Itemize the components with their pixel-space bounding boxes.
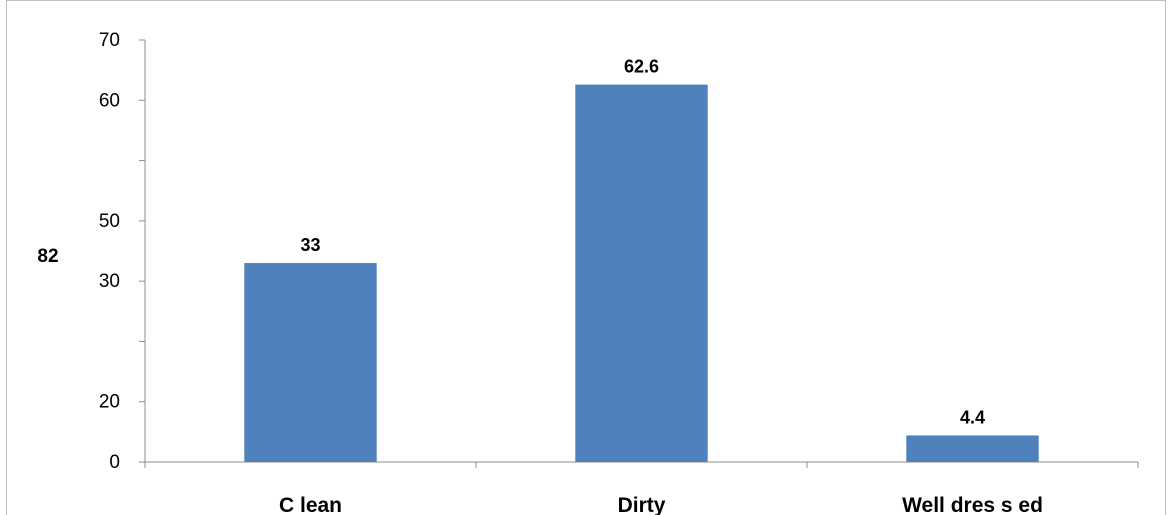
y-tick-label: 60 (99, 90, 120, 111)
data-label: 33 (300, 235, 320, 255)
category-label: Well dres s ed (902, 494, 1043, 515)
y-tick-label: 30 (99, 271, 120, 292)
category-label: C lean (279, 494, 342, 515)
category-label: Dirty (618, 494, 666, 515)
bar-2 (906, 435, 1039, 462)
data-label: 62.6 (624, 57, 659, 77)
bar-0 (244, 263, 377, 462)
y-tick-label: 20 (99, 392, 120, 413)
bar-1 (575, 84, 708, 463)
bars (244, 84, 1039, 463)
labels: 33 C lean 62.6 Dirty 4.4 Well dres s ed (279, 57, 1043, 515)
y-tick-label: 50 (99, 211, 120, 232)
chart-frame (6, 0, 1166, 515)
data-label: 4.4 (960, 407, 985, 427)
y-tick-label: 70 (99, 30, 120, 51)
y-tick-label: 0 (109, 452, 120, 473)
y-axis-title: 82 (37, 246, 58, 267)
